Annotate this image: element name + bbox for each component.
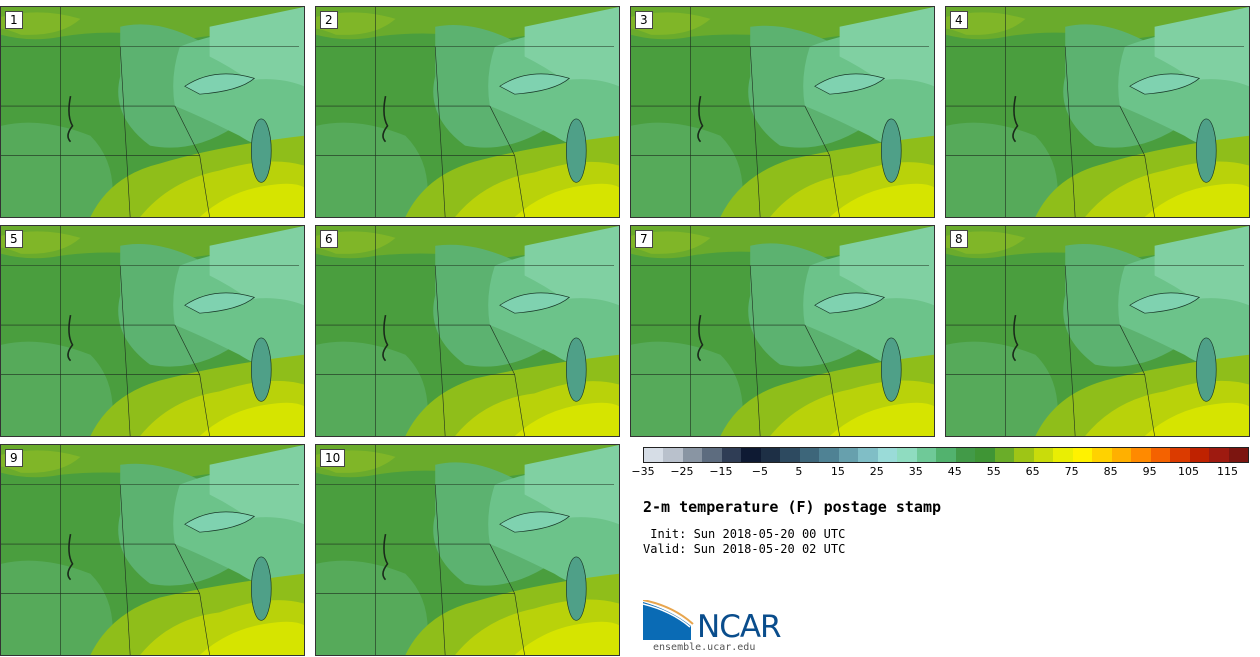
colorbar-cell [1170, 448, 1190, 462]
panel-number-label: 8 [950, 230, 968, 248]
colorbar-tick-label: −35 [631, 465, 655, 478]
map-panel-5[interactable]: 5 [0, 225, 305, 437]
colorbar-cell [838, 448, 859, 462]
map-panel-2[interactable]: 2 [315, 6, 620, 218]
colorbar-tick-label: 65 [1025, 465, 1040, 478]
colorbar-cell [1150, 448, 1171, 462]
map-panel-6[interactable]: 6 [315, 225, 620, 437]
map-panel-7[interactable]: 7 [630, 225, 935, 437]
temperature-map [946, 7, 1249, 217]
colorbar-cell [780, 448, 800, 462]
colorbar-cell [994, 448, 1015, 462]
colorbar-tick-label: 75 [1064, 465, 1079, 478]
panel-number-label: 4 [950, 11, 968, 29]
colorbar-tick-label: 25 [869, 465, 884, 478]
colorbar-cell [955, 448, 976, 462]
temperature-map [316, 226, 619, 436]
colorbar-cell [702, 448, 722, 462]
panel-number-label: 5 [5, 230, 23, 248]
plot-title: 2-m temperature (F) postage stamp [643, 498, 942, 516]
colorbar-cell [1209, 448, 1229, 462]
temperature-map [631, 7, 934, 217]
temperature-map [631, 226, 934, 436]
colorbar-cell [936, 448, 956, 462]
ncar-logo-icon [643, 600, 694, 640]
temperature-colorbar [643, 447, 1249, 463]
colorbar-cell [682, 448, 703, 462]
colorbar-tick-label: 85 [1103, 465, 1118, 478]
colorbar-tick-label: −5 [751, 465, 768, 478]
colorbar-cell [1189, 448, 1210, 462]
colorbar-cell [1014, 448, 1034, 462]
colorbar-cell [975, 448, 995, 462]
colorbar-tick-label: 115 [1217, 465, 1239, 478]
temperature-map [316, 445, 619, 655]
colorbar-cell [819, 448, 839, 462]
colorbar-cell [799, 448, 820, 462]
colorbar-cell [877, 448, 898, 462]
colorbar-tick-label: 45 [947, 465, 962, 478]
valid-time: Valid: Sun 2018-05-20 02 UTC [643, 542, 846, 556]
panel-number-label: 2 [320, 11, 338, 29]
temperature-map [1, 7, 304, 217]
ncar-logo-text: NCAR [697, 609, 782, 645]
colorbar-tick-label: 5 [795, 465, 803, 478]
map-panel-3[interactable]: 3 [630, 6, 935, 218]
colorbar-cell [760, 448, 781, 462]
init-time: Init: Sun 2018-05-20 00 UTC [643, 527, 846, 541]
temperature-map [1, 226, 304, 436]
map-panel-10[interactable]: 10 [315, 444, 620, 656]
colorbar-cell [1092, 448, 1112, 462]
panel-number-label: 1 [5, 11, 23, 29]
panel-number-label: 7 [635, 230, 653, 248]
panel-number-label: 10 [320, 449, 346, 467]
colorbar-cell [721, 448, 742, 462]
site-url[interactable]: ensemble.ucar.edu [653, 642, 756, 653]
temperature-map [946, 226, 1249, 436]
colorbar-cell [1131, 448, 1151, 462]
panel-number-label: 6 [320, 230, 338, 248]
colorbar-tick-label: 35 [908, 465, 923, 478]
colorbar-tick-label: −25 [670, 465, 694, 478]
colorbar-tick-label: 15 [830, 465, 845, 478]
colorbar-tick-label: 95 [1142, 465, 1157, 478]
colorbar-cell [916, 448, 937, 462]
panel-number-label: 9 [5, 449, 23, 467]
colorbar-cell [1072, 448, 1093, 462]
map-panel-8[interactable]: 8 [945, 225, 1250, 437]
map-panel-1[interactable]: 1 [0, 6, 305, 218]
temperature-map [1, 445, 304, 655]
colorbar-cell [1033, 448, 1054, 462]
colorbar-cell [858, 448, 878, 462]
colorbar-cell [741, 448, 761, 462]
colorbar-cell [897, 448, 917, 462]
map-panel-9[interactable]: 9 [0, 444, 305, 656]
colorbar-cell [644, 448, 664, 462]
colorbar-tick-label: 105 [1178, 465, 1200, 478]
colorbar-cell [1111, 448, 1132, 462]
colorbar-cell [1053, 448, 1073, 462]
colorbar-tick-label: 55 [986, 465, 1001, 478]
colorbar-tick-labels: −35 −25 −15 −5 5 15 25 35 45 55 65 75 85 95 105 115 [631, 465, 1247, 481]
temperature-map [316, 7, 619, 217]
colorbar-cell [1228, 448, 1249, 462]
colorbar-tick-label: −15 [709, 465, 733, 478]
colorbar-cell [663, 448, 683, 462]
panel-number-label: 3 [635, 11, 653, 29]
map-panel-4[interactable]: 4 [945, 6, 1250, 218]
